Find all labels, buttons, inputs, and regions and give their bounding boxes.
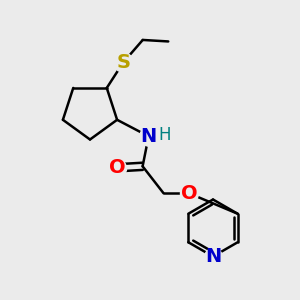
Text: O: O [181,184,197,203]
Text: H: H [159,126,171,144]
Text: N: N [140,127,157,146]
Text: S: S [116,53,130,72]
Text: O: O [109,158,125,177]
Text: N: N [205,247,221,266]
